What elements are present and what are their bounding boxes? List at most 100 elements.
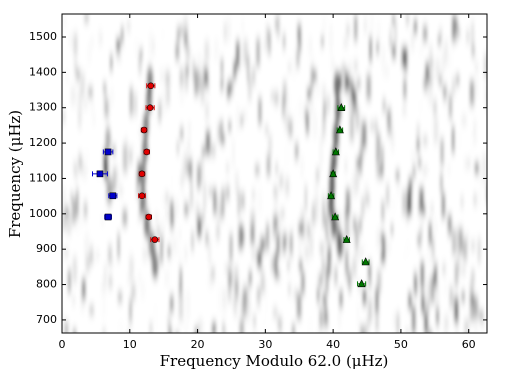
texture: [257, 288, 261, 296]
texture: [74, 60, 77, 76]
texture: [383, 113, 385, 119]
texture: [461, 115, 467, 126]
texture: [316, 82, 320, 95]
texture: [408, 177, 413, 192]
texture: [191, 231, 194, 251]
texture: [359, 218, 363, 233]
texture: [208, 188, 213, 195]
texture: [322, 194, 325, 202]
texture: [430, 204, 434, 214]
texture: [464, 319, 470, 333]
texture: [319, 242, 324, 255]
texture: [149, 273, 153, 299]
texture: [274, 252, 278, 279]
texture: [473, 194, 477, 206]
texture: [353, 61, 358, 71]
texture: [444, 100, 448, 125]
texture: [415, 49, 420, 61]
texture: [471, 46, 475, 57]
texture: [126, 275, 131, 284]
texture: [325, 267, 329, 294]
texture: [103, 83, 107, 90]
texture: [62, 113, 65, 122]
texture: [248, 270, 252, 286]
texture: [178, 229, 181, 239]
texture: [429, 42, 431, 64]
texture: [427, 282, 430, 300]
texture: [440, 247, 444, 254]
point: [96, 170, 104, 178]
texture: [179, 267, 182, 290]
texture: [250, 116, 252, 139]
texture: [473, 279, 477, 306]
texture: [221, 189, 225, 217]
texture: [156, 71, 160, 85]
texture: [235, 69, 238, 91]
point: [331, 147, 340, 156]
texture: [296, 293, 302, 320]
texture: [316, 288, 320, 303]
texture: [343, 39, 349, 47]
texture: [273, 214, 278, 230]
texture: [201, 146, 205, 155]
point: [143, 148, 151, 156]
texture: [166, 87, 170, 106]
texture: [129, 257, 134, 281]
texture: [364, 184, 369, 204]
texture: [103, 264, 107, 285]
texture: [247, 55, 250, 82]
x-tick-label: 40: [326, 338, 340, 351]
texture: [67, 212, 72, 235]
texture: [300, 210, 304, 218]
texture: [129, 109, 133, 123]
texture: [266, 154, 271, 177]
texture: [455, 330, 459, 333]
texture: [293, 289, 298, 299]
texture: [234, 266, 239, 291]
texture: [453, 81, 457, 99]
texture: [185, 44, 191, 61]
texture: [455, 176, 458, 195]
texture: [322, 16, 326, 34]
texture: [72, 330, 77, 333]
texture: [319, 143, 323, 169]
texture: [322, 257, 325, 275]
texture: [115, 63, 118, 77]
texture: [195, 197, 198, 222]
texture: [116, 41, 121, 60]
texture: [253, 328, 256, 353]
texture: [421, 199, 424, 226]
texture: [160, 236, 164, 264]
texture: [389, 318, 392, 325]
texture: [117, 229, 119, 248]
texture: [67, 231, 70, 252]
texture: [96, 251, 99, 259]
texture: [295, 143, 299, 159]
texture: [110, 53, 114, 76]
texture: [370, 122, 373, 130]
ridge: [151, 251, 159, 279]
texture: [63, 249, 69, 256]
texture: [329, 25, 333, 53]
texture: [348, 79, 354, 86]
texture: [345, 249, 349, 272]
texture: [94, 199, 96, 216]
texture: [355, 105, 359, 131]
texture: [370, 303, 373, 325]
texture: [440, 138, 444, 166]
texture: [407, 151, 412, 174]
texture: [418, 232, 422, 251]
texture: [122, 209, 128, 226]
texture: [454, 262, 459, 287]
texture: [134, 93, 137, 116]
texture: [184, 321, 189, 334]
texture: [429, 45, 433, 73]
texture: [188, 159, 193, 180]
texture: [421, 291, 425, 312]
texture: [479, 191, 481, 206]
texture: [444, 40, 448, 66]
point: [331, 212, 340, 221]
texture: [428, 72, 433, 87]
texture: [466, 30, 469, 43]
texture: [405, 329, 410, 333]
